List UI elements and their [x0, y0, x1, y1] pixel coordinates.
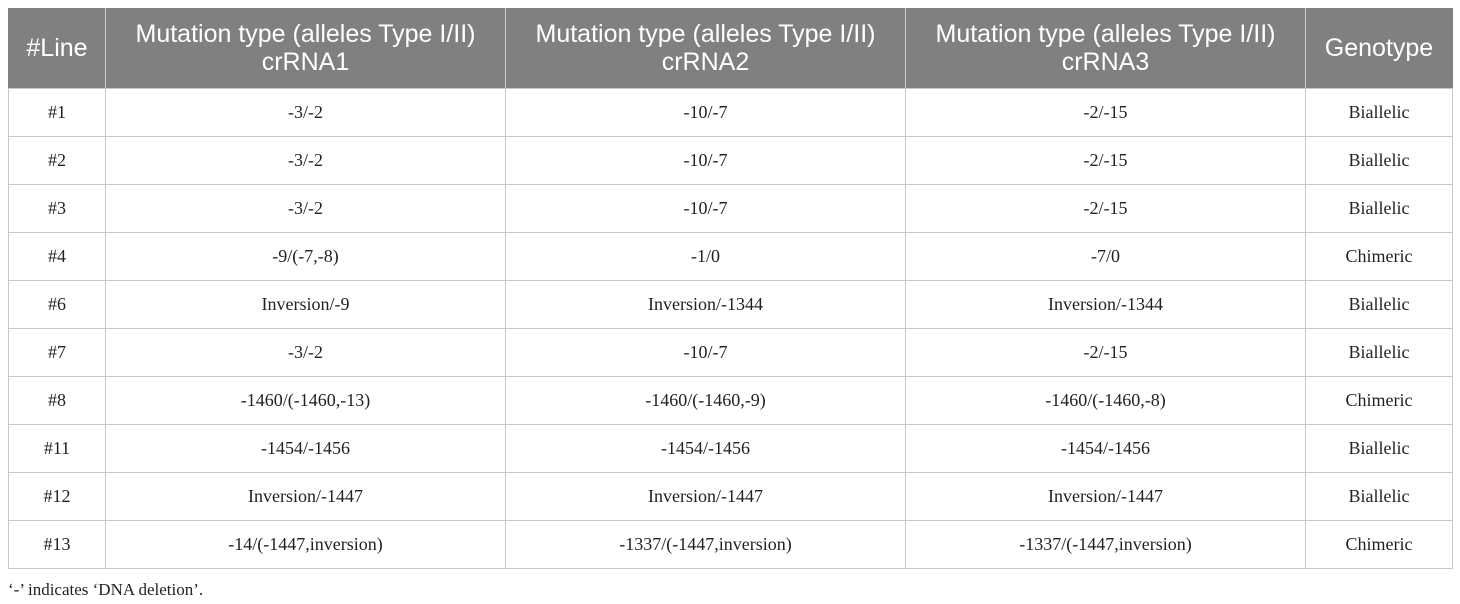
- cell-crrna3: -1460/(-1460,-8): [905, 376, 1306, 425]
- table-row: #8 -1460/(-1460,-13) -1460/(-1460,-9) -1460…: [8, 376, 1453, 425]
- cell-crrna3: -2/-15: [905, 328, 1306, 377]
- cell-genotype: Biallelic: [1305, 88, 1453, 137]
- cell-crrna3: -1454/-1456: [905, 424, 1306, 473]
- cell-crrna3: -1337/(-1447,inversion): [905, 520, 1306, 569]
- header-text-line: crRNA3: [1061, 48, 1150, 76]
- cell-crrna3: Inversion/-1447: [905, 472, 1306, 521]
- header-text-line: Genotype: [1324, 34, 1434, 62]
- table-row: #4 -9/(-7,-8) -1/0 -7/0 Chimeric: [8, 232, 1453, 281]
- cell-line: #12: [8, 472, 106, 521]
- cell-crrna2: -10/-7: [505, 136, 906, 185]
- cell-crrna1: -1460/(-1460,-13): [105, 376, 506, 425]
- cell-crrna2: Inversion/-1344: [505, 280, 906, 329]
- cell-genotype: Biallelic: [1305, 472, 1453, 521]
- cell-genotype: Biallelic: [1305, 280, 1453, 329]
- table-row: #12 Inversion/-1447 Inversion/-1447 Inversi…: [8, 472, 1453, 521]
- cell-crrna1: Inversion/-1447: [105, 472, 506, 521]
- cell-crrna2: -1337/(-1447,inversion): [505, 520, 906, 569]
- table-footnote: ‘-’ indicates ‘DNA deletion’.: [8, 580, 204, 599]
- cell-crrna3: -2/-15: [905, 136, 1306, 185]
- cell-line: #8: [8, 376, 106, 425]
- cell-crrna3: -7/0: [905, 232, 1306, 281]
- table-row: #13 -14/(-1447,inversion) -1337/(-1447,inv…: [8, 520, 1453, 569]
- cell-crrna2: -10/-7: [505, 88, 906, 137]
- cell-crrna1: -3/-2: [105, 88, 506, 137]
- cell-crrna2: -1454/-1456: [505, 424, 906, 473]
- cell-crrna2: -1/0: [505, 232, 906, 281]
- header-genotype: Genotype: [1305, 8, 1453, 89]
- cell-crrna1: -14/(-1447,inversion): [105, 520, 506, 569]
- header-text-line: #Line: [26, 34, 88, 62]
- table-row: #3 -3/-2 -10/-7 -2/-15 Biallelic: [8, 184, 1453, 233]
- cell-crrna2: -1460/(-1460,-9): [505, 376, 906, 425]
- header-crrna1: Mutation type (alleles Type I/II) crRNA1: [105, 8, 506, 89]
- cell-crrna2: Inversion/-1447: [505, 472, 906, 521]
- cell-crrna1: -3/-2: [105, 136, 506, 185]
- table-body: #1 -3/-2 -10/-7 -2/-15 Biallelic #2 -3/-2 -10/-…: [8, 88, 1453, 569]
- table-row: #11 -1454/-1456 -1454/-1456 -1454/-1456 Bial…: [8, 424, 1453, 473]
- header-text-line: Mutation type (alleles Type I/II): [935, 20, 1276, 48]
- mutation-table: #Line Mutation type (alleles Type I/II) cr…: [8, 8, 1453, 569]
- table-row: #1 -3/-2 -10/-7 -2/-15 Biallelic: [8, 88, 1453, 137]
- cell-crrna2: -10/-7: [505, 184, 906, 233]
- header-crrna2: Mutation type (alleles Type I/II) crRNA2: [505, 8, 906, 89]
- cell-genotype: Biallelic: [1305, 184, 1453, 233]
- cell-genotype: Biallelic: [1305, 424, 1453, 473]
- header-text-line: Mutation type (alleles Type I/II): [535, 20, 876, 48]
- cell-line: #11: [8, 424, 106, 473]
- header-crrna3: Mutation type (alleles Type I/II) crRNA3: [905, 8, 1306, 89]
- cell-crrna3: Inversion/-1344: [905, 280, 1306, 329]
- header-text-line: Mutation type (alleles Type I/II): [135, 20, 476, 48]
- cell-genotype: Biallelic: [1305, 328, 1453, 377]
- mutation-table-container: #Line Mutation type (alleles Type I/II) cr…: [8, 8, 1453, 569]
- cell-line: #3: [8, 184, 106, 233]
- cell-line: #2: [8, 136, 106, 185]
- cell-line: #4: [8, 232, 106, 281]
- cell-line: #6: [8, 280, 106, 329]
- table-header: #Line Mutation type (alleles Type I/II) cr…: [8, 8, 1453, 89]
- table-row: #7 -3/-2 -10/-7 -2/-15 Biallelic: [8, 328, 1453, 377]
- table-row: #2 -3/-2 -10/-7 -2/-15 Biallelic: [8, 136, 1453, 185]
- cell-genotype: Chimeric: [1305, 520, 1453, 569]
- header-row: #Line Mutation type (alleles Type I/II) cr…: [8, 8, 1453, 89]
- cell-crrna1: -1454/-1456: [105, 424, 506, 473]
- header-text-line: crRNA1: [261, 48, 350, 76]
- cell-genotype: Chimeric: [1305, 376, 1453, 425]
- cell-crrna1: -9/(-7,-8): [105, 232, 506, 281]
- cell-crrna1: -3/-2: [105, 184, 506, 233]
- cell-crrna3: -2/-15: [905, 88, 1306, 137]
- cell-line: #7: [8, 328, 106, 377]
- cell-line: #1: [8, 88, 106, 137]
- cell-genotype: Chimeric: [1305, 232, 1453, 281]
- cell-crrna3: -2/-15: [905, 184, 1306, 233]
- cell-line: #13: [8, 520, 106, 569]
- cell-genotype: Biallelic: [1305, 136, 1453, 185]
- cell-crrna1: Inversion/-9: [105, 280, 506, 329]
- cell-crrna1: -3/-2: [105, 328, 506, 377]
- header-text-line: crRNA2: [661, 48, 750, 76]
- table-row: #6 Inversion/-9 Inversion/-1344 Inversion/-…: [8, 280, 1453, 329]
- header-line: #Line: [8, 8, 106, 89]
- cell-crrna2: -10/-7: [505, 328, 906, 377]
